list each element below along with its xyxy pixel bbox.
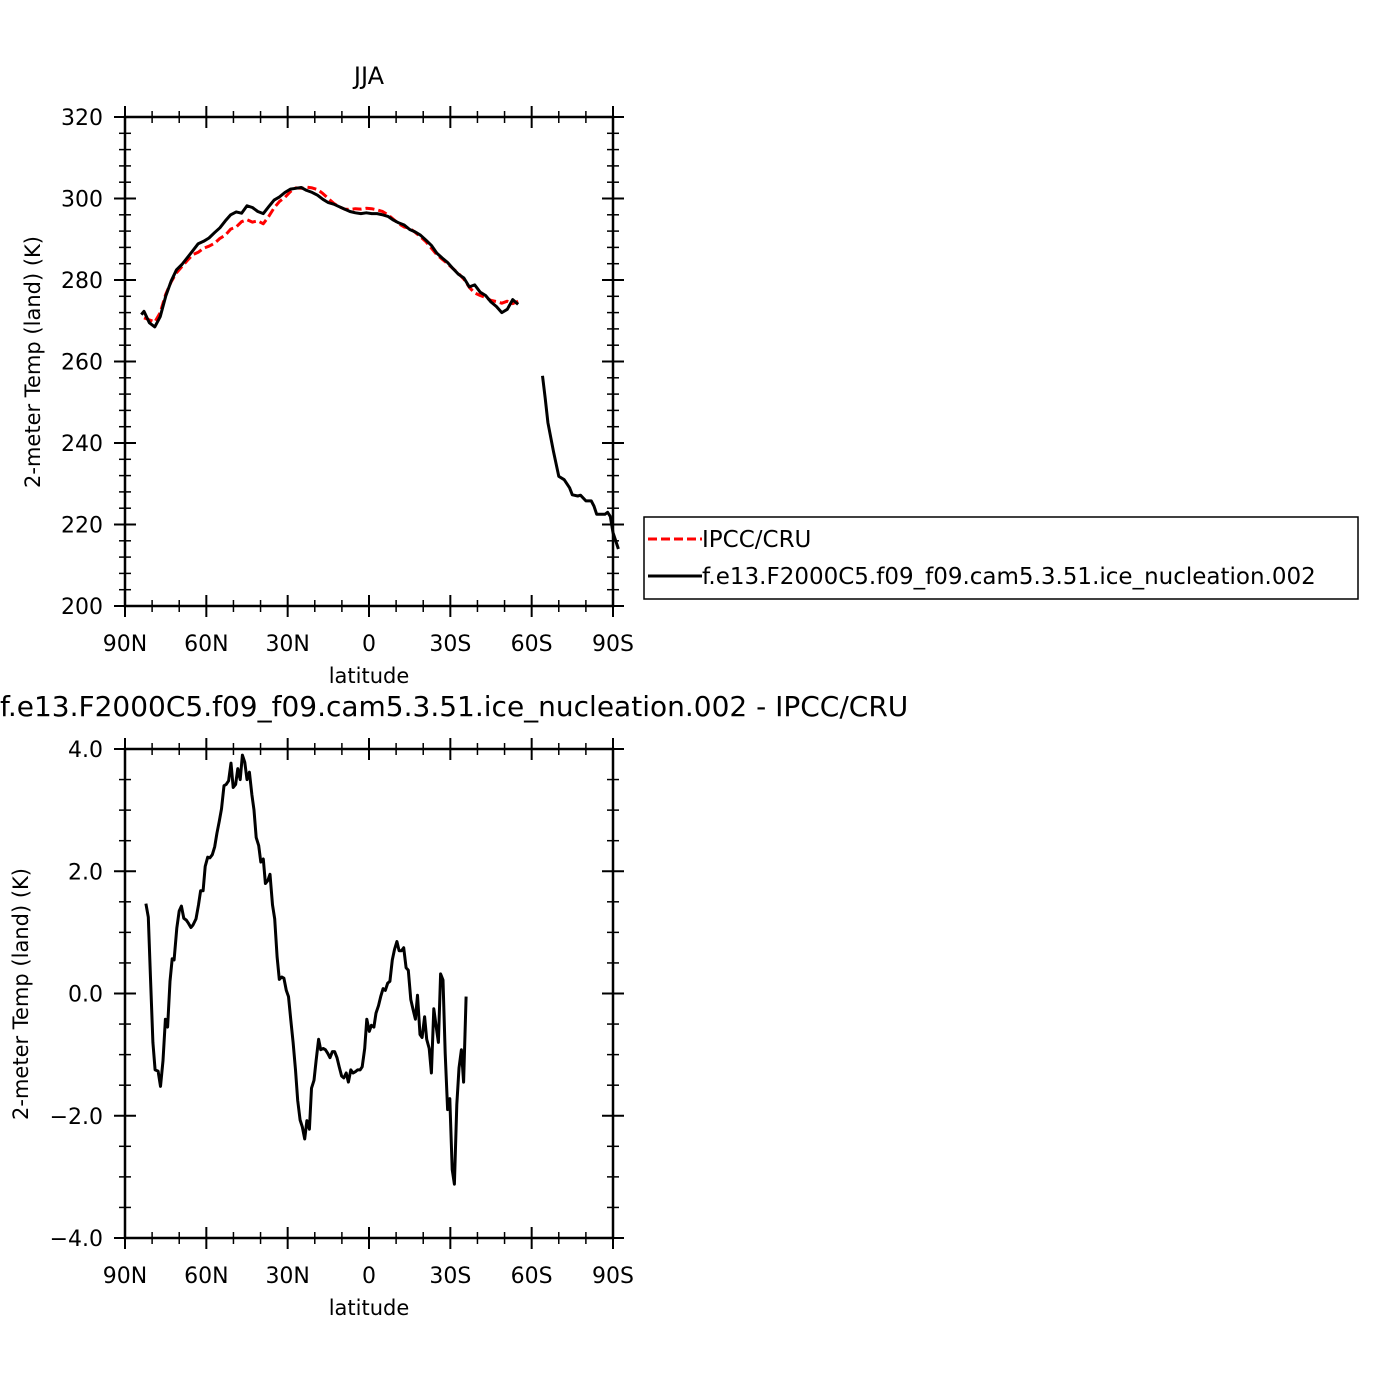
x-tick-label: 90S xyxy=(592,632,634,657)
x-tick-label: 60S xyxy=(511,1264,553,1289)
plot-frame xyxy=(123,747,615,1240)
y-tick-labels: −4.0 −2.0 0.0 2.0 4.0 xyxy=(50,738,103,1252)
series-line-0-2 xyxy=(541,375,620,550)
tick-marks xyxy=(114,738,624,1249)
tick-marks xyxy=(114,106,624,617)
x-tick-label: 30N xyxy=(265,632,309,657)
y-axis-label: 2-meter Temp (land) (K) xyxy=(21,236,45,488)
x-tick-label: 90N xyxy=(103,632,147,657)
y-tick-label: 240 xyxy=(61,432,103,457)
x-tick-label: 30S xyxy=(429,632,471,657)
legend-box xyxy=(643,516,1359,600)
x-axis-label: latitude xyxy=(329,664,410,688)
y-axis-label: 2-meter Temp (land) (K) xyxy=(9,868,33,1120)
y-tick-label: −4.0 xyxy=(50,1227,103,1252)
x-tick-label: 30S xyxy=(429,1264,471,1289)
panel-bottom: f.e13.F2000C5.f09_f09.cam5.3.51.ice_nucl… xyxy=(0,690,908,1320)
y-tick-labels: 200 220 240 260 280 300 320 xyxy=(61,106,103,620)
y-tick-label: 2.0 xyxy=(68,860,103,885)
y-tick-label: 320 xyxy=(61,106,103,131)
y-tick-label: 4.0 xyxy=(68,738,103,763)
legend-label-ipcc: IPCC/CRU xyxy=(702,527,811,553)
series-lines xyxy=(144,753,468,1186)
chart-title-diff: f.e13.F2000C5.f09_f09.cam5.3.51.ice_nucl… xyxy=(0,690,908,723)
panel-top: JJA 200 220 240 260 280 300 320 90N 60N 30N 0 30S 6… xyxy=(21,62,634,688)
x-tick-label: 0 xyxy=(362,632,376,657)
series-line-0-0 xyxy=(143,185,519,324)
x-tick-label: 60N xyxy=(184,1264,228,1289)
x-tick-labels: 90N 60N 30N 0 30S 60S 90S xyxy=(103,1264,634,1289)
series-lines xyxy=(140,185,620,550)
x-tick-label: 30N xyxy=(265,1264,309,1289)
legend: IPCC/CRU f.e13.F2000C5.f09_f09.cam5.3.51… xyxy=(643,516,1359,600)
y-tick-label: 220 xyxy=(61,514,103,539)
y-tick-label: 300 xyxy=(61,188,103,213)
y-tick-label: 260 xyxy=(61,351,103,376)
x-tick-label: 90N xyxy=(103,1264,147,1289)
x-tick-label: 60N xyxy=(184,632,228,657)
x-tick-label: 0 xyxy=(362,1264,376,1289)
x-tick-labels: 90N 60N 30N 0 30S 60S 90S xyxy=(103,632,634,657)
x-axis-label: latitude xyxy=(329,1296,410,1320)
y-tick-label: −2.0 xyxy=(50,1105,103,1130)
x-tick-label: 90S xyxy=(592,1264,634,1289)
series-line-0-1 xyxy=(140,186,520,329)
x-tick-label: 60S xyxy=(511,632,553,657)
plot-frame xyxy=(123,115,615,608)
legend-label-model: f.e13.F2000C5.f09_f09.cam5.3.51.ice_nucl… xyxy=(702,564,1316,590)
y-tick-label: 0.0 xyxy=(68,983,103,1008)
chart-title: JJA xyxy=(352,62,385,90)
series-line-1-0 xyxy=(144,753,468,1186)
y-tick-label: 280 xyxy=(61,269,103,294)
y-tick-label: 200 xyxy=(61,595,103,620)
